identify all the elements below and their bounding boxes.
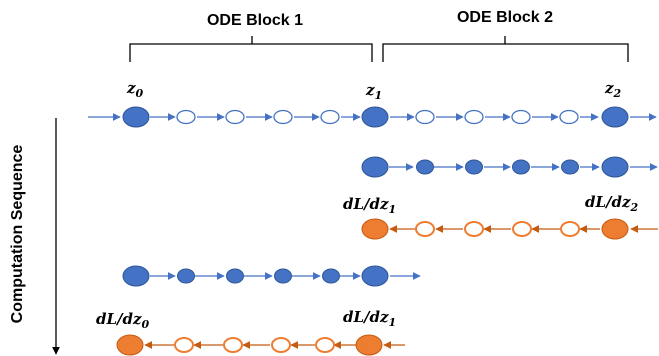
- label-dLdz1-row3: dL/dz1: [343, 195, 396, 216]
- label-dLdz2: dL/dz2: [585, 193, 639, 214]
- node-adjoint: [361, 218, 389, 240]
- node-step: [561, 159, 579, 175]
- node-step: [273, 109, 293, 125]
- node-step: [511, 109, 531, 125]
- node-step: [559, 109, 579, 125]
- node-state: [361, 156, 389, 178]
- node-adjoint-step: [174, 337, 194, 353]
- node-adjoint-step: [560, 221, 580, 237]
- block1-brace: [129, 36, 373, 62]
- node-step: [176, 109, 196, 125]
- node-z1: [361, 106, 389, 128]
- block1-label: ODE Block 1: [207, 12, 303, 29]
- node-step: [416, 159, 434, 175]
- block2-brace: [382, 36, 629, 62]
- label-z0: z0: [126, 79, 144, 100]
- node-adjoint-step: [464, 221, 484, 237]
- node-adjoint-step: [315, 337, 335, 353]
- node-z0: [122, 106, 150, 128]
- node-step: [415, 109, 435, 125]
- node-state: [601, 156, 629, 178]
- node-step: [226, 268, 244, 284]
- node-adjoint-step: [223, 337, 243, 353]
- node-adjoint-step: [415, 221, 435, 237]
- node-adjoint: [355, 334, 383, 356]
- node-z2: [601, 106, 629, 128]
- node-adjoint-step: [271, 337, 291, 353]
- node-step: [465, 159, 483, 175]
- sequence-label: Computation Sequence: [9, 145, 26, 324]
- block2-label: ODE Block 2: [457, 9, 553, 26]
- node-step: [225, 109, 245, 125]
- label-dLdz1-row5: dL/dz1: [343, 308, 396, 329]
- label-dLdz0: dL/dz0: [96, 310, 150, 331]
- node-state: [361, 265, 389, 287]
- node-adjoint-step: [512, 221, 532, 237]
- label-z2: z2: [604, 79, 622, 100]
- node-step: [274, 268, 292, 284]
- label-z1: z1: [365, 81, 382, 102]
- node-adjoint: [116, 334, 144, 356]
- node-step: [320, 109, 340, 125]
- node-state: [122, 265, 150, 287]
- node-step: [464, 109, 484, 125]
- node-step: [512, 159, 530, 175]
- node-adjoint: [601, 218, 629, 240]
- node-step: [177, 268, 195, 284]
- node-step: [322, 268, 340, 284]
